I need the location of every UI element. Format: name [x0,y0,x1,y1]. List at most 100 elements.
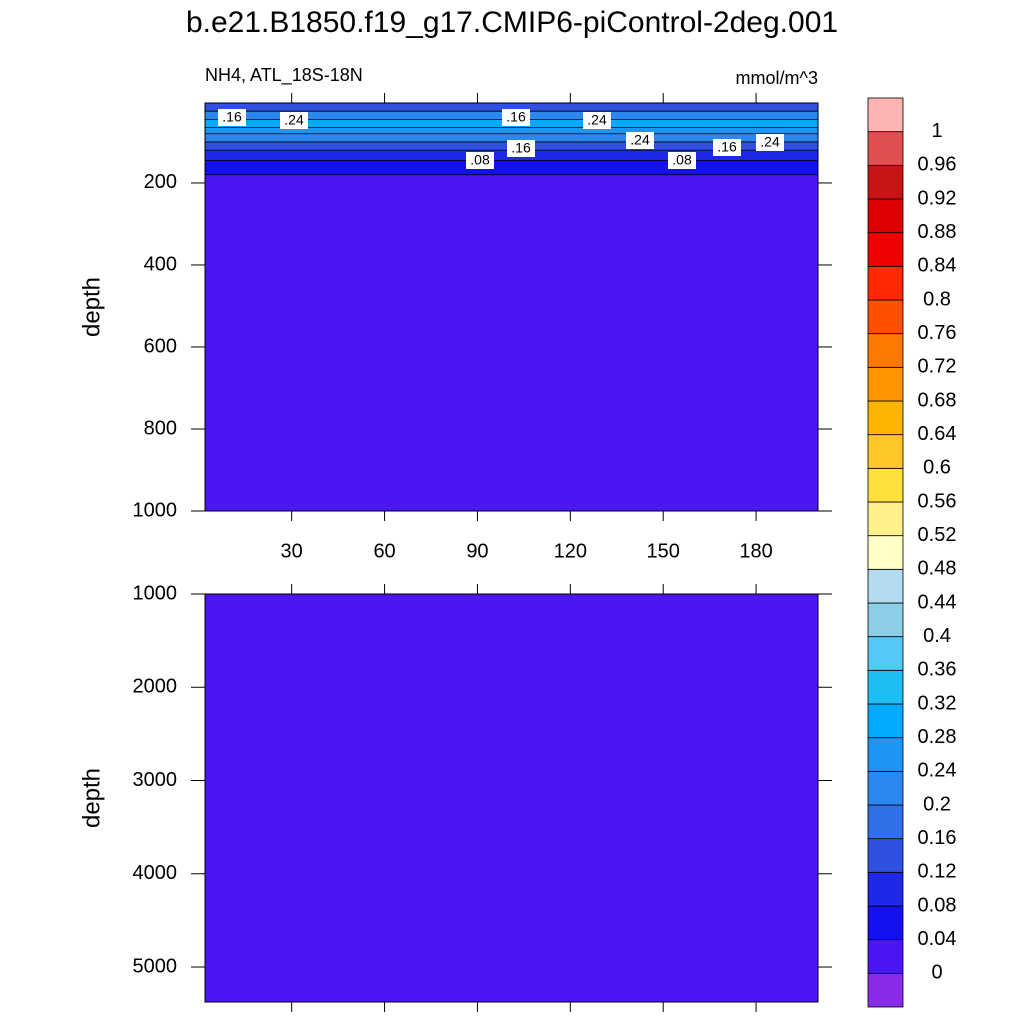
contour-label-bg [466,152,494,169]
colorbar-label: 0.28 [918,726,957,748]
colorbar-box [867,265,904,301]
colorbar-label: 0.08 [918,894,957,916]
x-tick-label: 180 [739,540,772,562]
colorbar-box [867,972,904,1008]
contour-label-bg [668,152,696,169]
colorbar-box [867,838,904,873]
colorbar-label: 0.76 [918,322,957,344]
contour-label: .08 [470,152,490,168]
colorbar-label: 0.24 [918,760,957,782]
contour-band [205,133,818,142]
y-tick-label: 800 [144,417,177,439]
contour-label: .08 [672,152,692,168]
colorbar-box [867,737,904,772]
colorbar-box [867,535,904,570]
contour-band [205,160,818,175]
colorbar-box [867,400,904,436]
colorbar-box [867,703,904,739]
colorbar-box [867,97,904,133]
colorbar-label: 0.12 [918,861,957,883]
contour-label-bg [713,139,741,156]
contour-label-bg [583,112,611,129]
colorbar-label: 0.8 [923,288,951,310]
colorbar-box [867,467,904,503]
contour-label-bg [507,140,535,157]
contour-label: .16 [511,140,531,156]
colorbar-box [867,501,904,537]
colorbar-label: 0.64 [918,423,957,445]
y-tick-label: 1000 [133,582,178,604]
x-tick-label: 60 [373,540,395,562]
colorbar-box [867,770,904,806]
colorbar-label: 0.36 [918,659,957,681]
contour-band [205,127,818,134]
colorbar-box [867,602,904,638]
colorbar-box [867,232,904,267]
contour-label: .24 [630,132,650,148]
colorbar-box [867,905,904,941]
colorbar-label: 0.2 [923,793,951,815]
y-axis-label: depth [78,768,105,828]
colorbar-box [867,939,904,974]
y-tick-label: 400 [144,253,177,275]
colorbar-label: 0 [931,962,942,984]
contour-label-bg [626,132,654,149]
colorbar-box [867,568,904,604]
contour-band [205,174,818,511]
x-tick-label: 120 [554,540,587,562]
colorbar-label: 0.52 [918,524,957,546]
colorbar-box [867,299,904,335]
y-tick-label: 600 [144,335,177,357]
colorbar-box [867,333,904,368]
contour-label-bg [756,134,784,151]
colorbar-label: 0.96 [918,154,957,176]
contour-band [205,103,818,112]
colorbar-label: 0.04 [918,928,957,950]
y-tick-label: 200 [144,171,177,193]
colorbar-label: 0.6 [923,457,951,479]
colorbar-box [867,366,904,402]
x-tick-label: 90 [466,540,488,562]
colorbar-label: 0.44 [918,591,957,613]
y-tick-label: 4000 [133,862,178,884]
colorbar-label: 0.48 [918,558,957,580]
y-tick-label: 5000 [133,955,178,977]
y-axis-label: depth [78,277,105,337]
y-tick-label: 3000 [133,769,178,791]
colorbar-label: 0.4 [923,625,951,647]
colorbar-box [867,636,904,671]
colorbar-label: 0.84 [918,255,957,277]
colorbar-box [867,198,904,234]
colorbar-box [867,164,904,200]
contour-label: .24 [587,112,607,128]
colorbar-label: 0.92 [918,187,957,209]
contour-label: .16 [222,109,242,125]
contour-label: .24 [760,134,780,150]
colorbar-label: 0.56 [918,490,957,512]
contour-label-bg [280,112,308,129]
colorbar-label: 1 [931,120,942,142]
colorbar-box [867,871,904,907]
plot-frame [204,593,819,1003]
colorbar-label: 0.32 [918,692,957,714]
contour-label-bg [218,109,246,126]
colorbar-box [867,804,904,840]
chart-title: b.e21.B1850.f19_g17.CMIP6-piControl-2deg… [186,6,838,39]
x-tick-label: 150 [647,540,680,562]
colorbar-label: 0.16 [918,827,957,849]
contour-label-bg [502,109,530,126]
colorbar-box [867,434,904,469]
contour-band [205,594,818,1002]
colorbar-label: 0.72 [918,356,957,378]
left-label: NH4, ATL_18S-18N [205,65,363,86]
colorbar-label: 0.88 [918,221,957,243]
plot-frame [204,102,819,512]
right-label: mmol/m^3 [736,68,818,88]
contour-label: .16 [506,109,526,125]
y-tick-label: 1000 [133,499,178,521]
contour-label: .24 [284,112,304,128]
colorbar-box [867,669,904,705]
contour-label: .16 [717,139,737,155]
colorbar-box [867,131,904,166]
